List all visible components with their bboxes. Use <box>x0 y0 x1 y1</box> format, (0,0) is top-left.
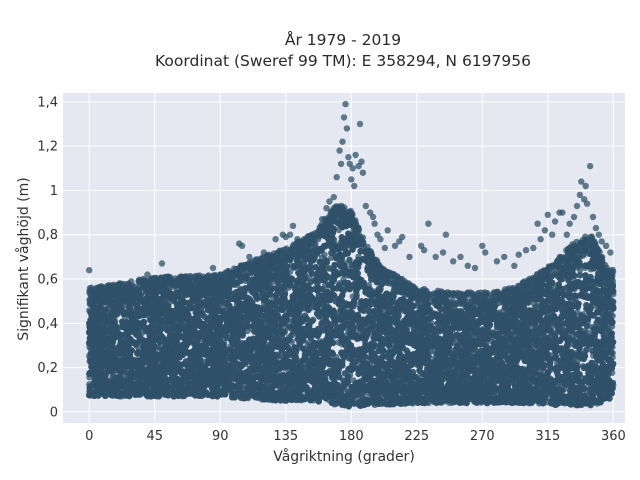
data-point <box>531 301 538 308</box>
chart-title: År 1979 - 2019 <box>285 30 401 49</box>
data-point <box>577 272 584 279</box>
chart-subtitle: Koordinat (Sweref 99 TM): E 358294, N 61… <box>155 52 531 70</box>
data-point <box>328 254 335 261</box>
data-points <box>86 100 617 410</box>
